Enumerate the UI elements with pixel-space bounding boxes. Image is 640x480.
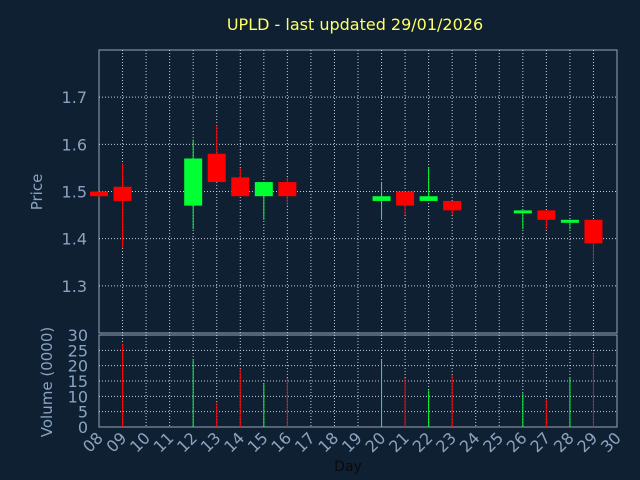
chart-title: UPLD - last updated 29/01/2026 bbox=[227, 15, 483, 34]
candle-body bbox=[113, 186, 132, 201]
x-tick-label: 30 bbox=[597, 428, 625, 456]
candle-body bbox=[584, 219, 603, 244]
volume-tick-label: 10 bbox=[68, 387, 88, 406]
x-axis-label: Day bbox=[334, 459, 362, 475]
candle-body bbox=[537, 210, 556, 220]
candle-body bbox=[372, 196, 391, 201]
volume-tick-label: 25 bbox=[68, 341, 88, 360]
volume-axis-label: Volume (0000) bbox=[38, 327, 56, 437]
price-panel: 1.3 1.4 1.5 1.6 1.7 bbox=[62, 49, 618, 334]
price-axis-label: Price bbox=[28, 174, 46, 211]
candle-body bbox=[231, 177, 250, 197]
candle-body bbox=[419, 196, 438, 201]
price-tick-label: 1.7 bbox=[62, 88, 87, 107]
candle-body bbox=[184, 158, 203, 206]
candle-body bbox=[278, 182, 297, 197]
candle-body bbox=[90, 191, 108, 197]
x-axis-ticks: 0809101112131415161718192021222324252627… bbox=[79, 428, 625, 456]
price-tick-label: 1.3 bbox=[62, 277, 87, 296]
candle-body bbox=[207, 153, 226, 183]
price-tick-label: 1.5 bbox=[62, 183, 87, 202]
candle-body bbox=[254, 182, 273, 197]
volume-tick-label: 15 bbox=[68, 372, 88, 391]
volume-tick-label: 5 bbox=[78, 403, 88, 422]
candle-body bbox=[560, 219, 579, 223]
volume-tick-label: 30 bbox=[68, 326, 88, 345]
price-tick-label: 1.4 bbox=[62, 230, 87, 249]
candle-body bbox=[513, 210, 532, 214]
candle-body bbox=[396, 191, 415, 206]
volume-tick-label: 20 bbox=[68, 357, 88, 376]
volume-tick-label: 0 bbox=[78, 418, 88, 437]
candle-body bbox=[443, 200, 462, 211]
price-tick-label: 1.6 bbox=[62, 135, 87, 154]
